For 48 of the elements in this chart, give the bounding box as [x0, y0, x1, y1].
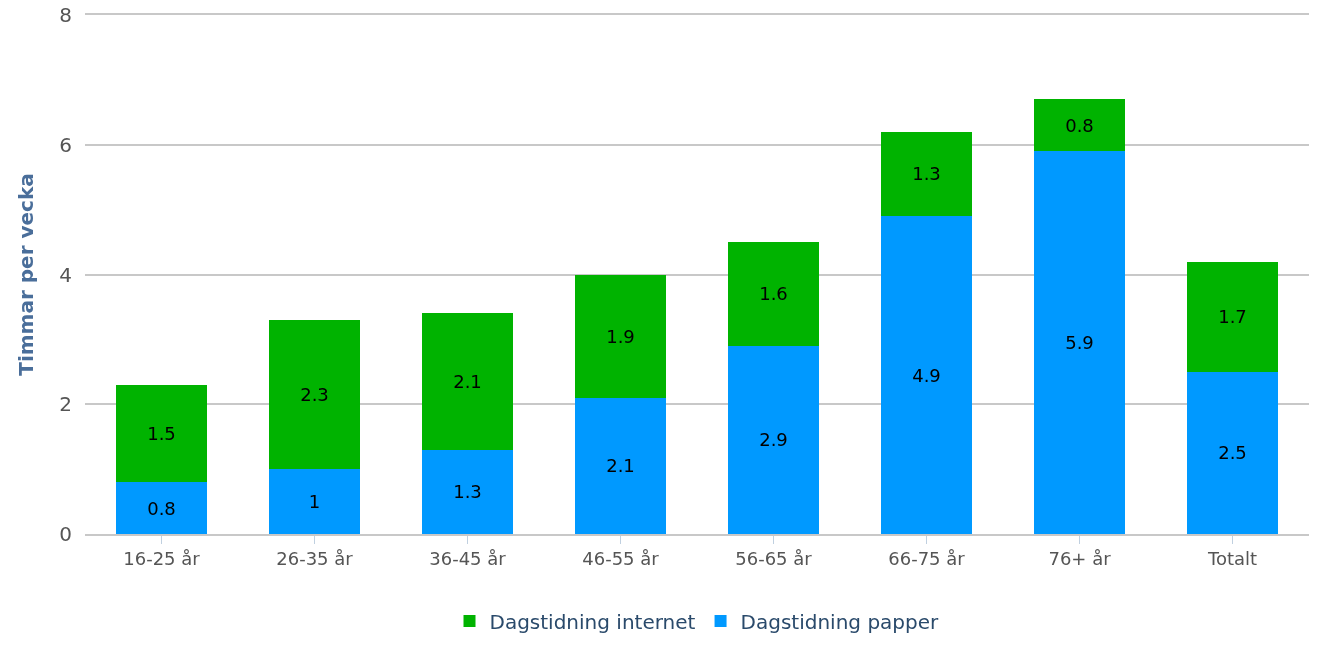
- x-tick-label: 26-35 år: [276, 548, 354, 570]
- data-label: 2.1: [606, 455, 635, 477]
- x-tick-label: 76+ år: [1048, 548, 1112, 570]
- bar: [727, 345, 820, 534]
- x-tick-label: Totalt: [1206, 548, 1258, 570]
- data-label: 1.5: [147, 422, 176, 444]
- bar: [1186, 261, 1279, 372]
- x-tick-label: 36-45 år: [429, 548, 507, 570]
- y-axis-title: Timmar per vecka: [13, 173, 38, 376]
- bar: [268, 319, 361, 470]
- bar: [574, 397, 667, 534]
- data-label: 1.3: [453, 481, 482, 503]
- bar: [1186, 371, 1279, 534]
- y-tick-label: 8: [59, 3, 72, 27]
- data-label: 2.1: [453, 371, 482, 393]
- bar: [574, 274, 667, 398]
- bar: [880, 216, 973, 534]
- bar: [115, 482, 208, 534]
- data-label: 2.9: [759, 429, 788, 451]
- bar: [115, 384, 208, 483]
- legend-label: Dagstidning papper: [740, 609, 940, 634]
- data-label: 1.6: [759, 283, 788, 305]
- x-tick-label: 16-25 år: [123, 548, 201, 570]
- data-label: 2.3: [300, 384, 329, 406]
- data-label: 0.8: [1065, 114, 1094, 136]
- data-label: 1.9: [606, 325, 635, 347]
- bar: [421, 449, 514, 534]
- data-label: 0.8: [147, 497, 176, 519]
- bar: [421, 313, 514, 450]
- x-tick-label: 46-55 år: [582, 548, 660, 570]
- y-tick-label: 2: [59, 392, 72, 417]
- x-tick-label: 66-75 år: [888, 548, 966, 570]
- bar: [268, 469, 361, 534]
- legend-label: Dagstidning internet: [489, 609, 696, 634]
- data-label: 5.9: [1065, 332, 1094, 354]
- data-label: 1: [308, 491, 321, 513]
- bar: [880, 131, 973, 217]
- y-tick-label: 0: [59, 522, 72, 546]
- y-tick-label: 6: [59, 132, 72, 157]
- y-tick-label: 4: [59, 262, 72, 287]
- bar: [1033, 151, 1126, 534]
- bar: [1033, 99, 1126, 152]
- data-label: 4.9: [912, 364, 941, 386]
- data-label: 1.7: [1218, 306, 1247, 328]
- bar: [727, 242, 820, 346]
- data-label: 1.3: [912, 163, 941, 185]
- data-label: 2.5: [1218, 442, 1247, 464]
- x-tick-label: 56-65 år: [735, 548, 813, 570]
